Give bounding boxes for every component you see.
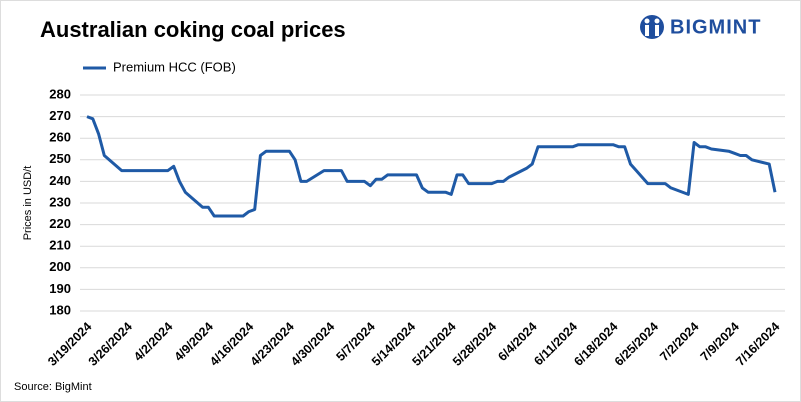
y-tick-label: 210 [49, 238, 71, 253]
y-tick-label: 280 [49, 86, 71, 101]
logo-icon [640, 15, 664, 39]
y-tick-label: 270 [49, 108, 71, 123]
y-tick-label: 250 [49, 151, 71, 166]
y-axis-label: Prices in USD/t [22, 166, 34, 241]
y-tick-label: 230 [49, 194, 71, 209]
chart-title: Australian coking coal prices [40, 17, 346, 42]
line-series [86, 115, 777, 218]
y-tick-label: 200 [49, 259, 71, 274]
y-tick-label: 180 [49, 302, 71, 317]
y-tick-label: 260 [49, 130, 71, 145]
y-tick-label: 240 [49, 173, 71, 188]
logo-text: BIGMINT [670, 16, 761, 38]
legend-label: Premium HCC (FOB) [113, 59, 236, 74]
y-tick-label: 190 [49, 281, 71, 296]
source: Source: BigMint [14, 381, 92, 393]
y-tick-label: 220 [49, 216, 71, 231]
